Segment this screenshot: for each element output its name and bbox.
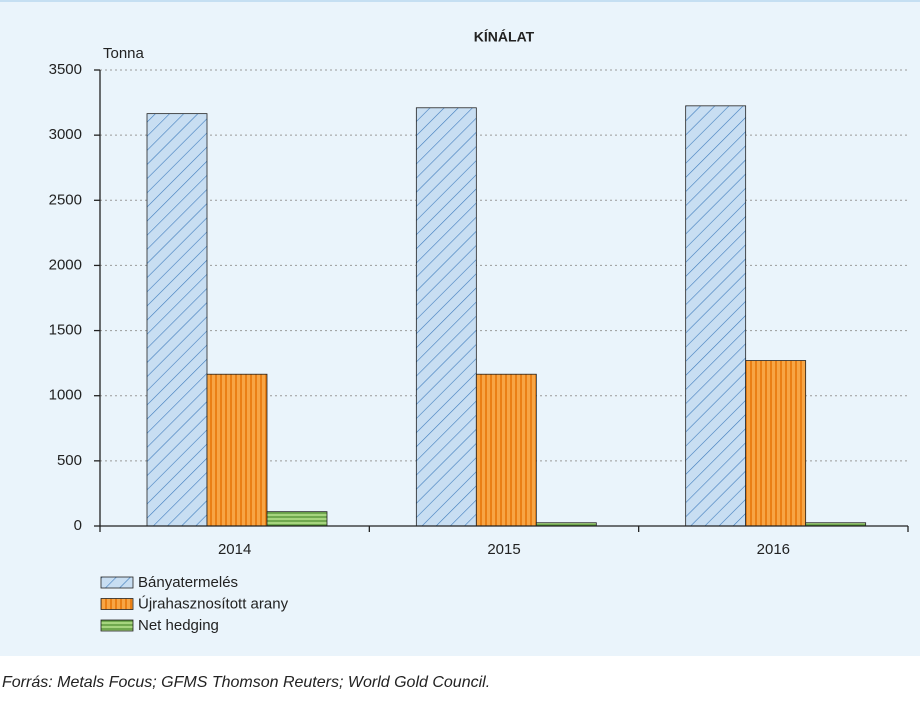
bar [475, 373, 537, 527]
y-tick-label: 0 [74, 517, 82, 534]
bar [685, 105, 747, 527]
bar [415, 107, 477, 527]
x-tick-label: 2016 [757, 541, 790, 558]
x-tick-label: 2014 [218, 541, 251, 558]
legend-label: Net hedging [138, 617, 219, 634]
legend-swatch [100, 598, 134, 610]
y-tick-label: 1000 [49, 387, 82, 404]
legend-swatch [100, 619, 134, 632]
y-tick-label: 2000 [49, 256, 82, 273]
y-tick-label: 3000 [49, 126, 82, 143]
source: Forrás: Metals Focus; GFMS Thomson Reute… [2, 674, 490, 691]
y-tick-label: 1500 [49, 322, 82, 339]
y-tick-label: 2500 [49, 191, 82, 208]
legend-label: Újrahasznosított arany [138, 595, 289, 612]
bar [266, 511, 328, 527]
y-tick-label: 500 [57, 452, 82, 469]
legend-label: Bányatermelés [138, 574, 238, 591]
chart-title: KÍNÁLAT [474, 29, 535, 45]
y-axis-label: Tonna [103, 45, 145, 62]
y-tick-label: 3500 [49, 61, 82, 78]
legend-swatch [100, 576, 134, 589]
bar [146, 113, 208, 527]
x-tick-label: 2015 [487, 541, 520, 558]
bar [206, 373, 268, 527]
bar [745, 360, 807, 527]
